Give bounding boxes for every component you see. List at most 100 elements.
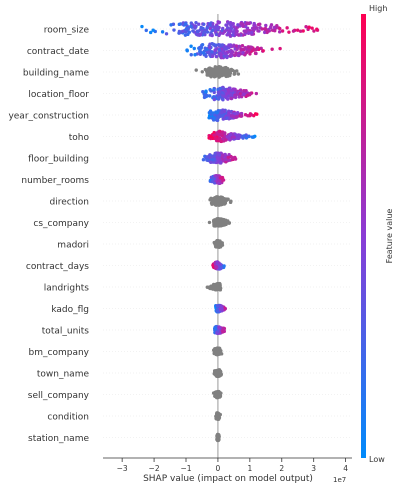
- x-axis-label: SHAP value (impact on model output): [143, 474, 313, 484]
- shap-point: [225, 135, 230, 139]
- shap-point: [222, 221, 226, 225]
- shap-point: [213, 327, 217, 331]
- x-tick-label: −2: [149, 464, 160, 473]
- shap-point: [220, 307, 224, 311]
- shap-point: [240, 135, 245, 139]
- x-axis-scale-label: 1e7: [333, 476, 346, 484]
- shap-point: [204, 47, 209, 52]
- shap-point: [201, 158, 206, 162]
- shap-point: [264, 23, 268, 28]
- shap-point: [177, 22, 181, 27]
- feature-label: madori: [57, 241, 89, 251]
- shap-point: [216, 201, 220, 206]
- shap-point: [189, 53, 193, 57]
- shap-point: [214, 43, 218, 47]
- shap-point: [222, 131, 227, 135]
- shap-point: [228, 54, 232, 58]
- shap-point: [229, 25, 233, 30]
- shap-point: [212, 97, 217, 102]
- shap-point: [235, 111, 240, 115]
- shap-point: [232, 72, 236, 76]
- shap-point: [228, 132, 233, 137]
- shap-point: [223, 72, 228, 76]
- shap-point: [228, 92, 232, 97]
- shap-point: [213, 136, 218, 141]
- shap-point: [217, 48, 221, 52]
- shap-point: [217, 373, 222, 378]
- shap-point: [220, 71, 225, 76]
- shap-point: [221, 48, 225, 53]
- shap-point: [218, 179, 222, 183]
- shap-point: [230, 155, 235, 160]
- shap-point: [217, 97, 221, 101]
- feature-labels: room_size contract_date building_namelocat…: [8, 26, 89, 445]
- shap-point: [202, 30, 207, 34]
- shap-point: [253, 23, 257, 28]
- shap-point: [208, 45, 212, 50]
- shap-point: [285, 26, 289, 30]
- shap-point: [269, 25, 273, 30]
- shap-point: [191, 29, 195, 33]
- shap-point: [237, 95, 241, 99]
- shap-point: [209, 160, 213, 164]
- shap-point: [280, 29, 285, 33]
- shap-point: [219, 217, 224, 221]
- shap-point: [227, 29, 232, 33]
- shap-point: [213, 151, 217, 156]
- shap-point: [225, 116, 229, 120]
- shap-point: [298, 29, 303, 33]
- shap-point: [232, 69, 236, 73]
- shap-point: [207, 220, 212, 225]
- shap-point: [249, 45, 254, 50]
- shap-point: [222, 327, 226, 331]
- shap-point: [224, 23, 228, 27]
- shap-point: [212, 69, 216, 73]
- shap-point: [223, 199, 228, 203]
- shap-point: [208, 26, 212, 31]
- shap-point: [223, 29, 227, 34]
- shap-point: [216, 285, 220, 289]
- shap-point: [225, 55, 229, 60]
- colorbar: [361, 14, 366, 458]
- shap-point: [222, 54, 226, 59]
- shap-point: [307, 25, 311, 29]
- shap-point: [160, 30, 165, 34]
- shap-point: [222, 264, 226, 268]
- shap-point: [226, 74, 230, 78]
- shap-point: [231, 33, 235, 37]
- shap-point: [212, 157, 216, 161]
- shap-point: [304, 25, 308, 29]
- shap-point: [208, 286, 213, 290]
- shap-point: [195, 32, 200, 37]
- shap-point: [194, 20, 198, 25]
- shap-point: [269, 23, 274, 27]
- shap-point: [216, 371, 220, 376]
- shap-point: [193, 53, 197, 57]
- shap-point: [241, 50, 245, 55]
- shap-point: [189, 44, 193, 48]
- feature-label: location_floor: [28, 90, 89, 100]
- shap-point: [212, 181, 217, 185]
- shap-point: [208, 94, 212, 98]
- shap-point: [301, 29, 305, 33]
- shap-point: [278, 26, 282, 31]
- shap-point: [215, 197, 219, 201]
- shap-point: [215, 242, 220, 246]
- shap-point: [253, 112, 258, 116]
- shap-point: [273, 28, 277, 33]
- shap-point: [184, 27, 189, 31]
- shap-point: [164, 32, 169, 36]
- shap-point: [216, 369, 221, 373]
- shap-point: [227, 221, 231, 225]
- x-tick-label: −1: [180, 464, 191, 473]
- beeswarm-points: [140, 20, 320, 443]
- shap-point: [234, 44, 239, 48]
- shap-point: [260, 27, 264, 31]
- shap-point: [199, 25, 203, 30]
- shap-point: [144, 28, 148, 33]
- shap-point: [219, 221, 223, 225]
- shap-point: [254, 51, 258, 56]
- shap-point: [214, 74, 218, 78]
- feature-label: contract_date: [27, 47, 90, 57]
